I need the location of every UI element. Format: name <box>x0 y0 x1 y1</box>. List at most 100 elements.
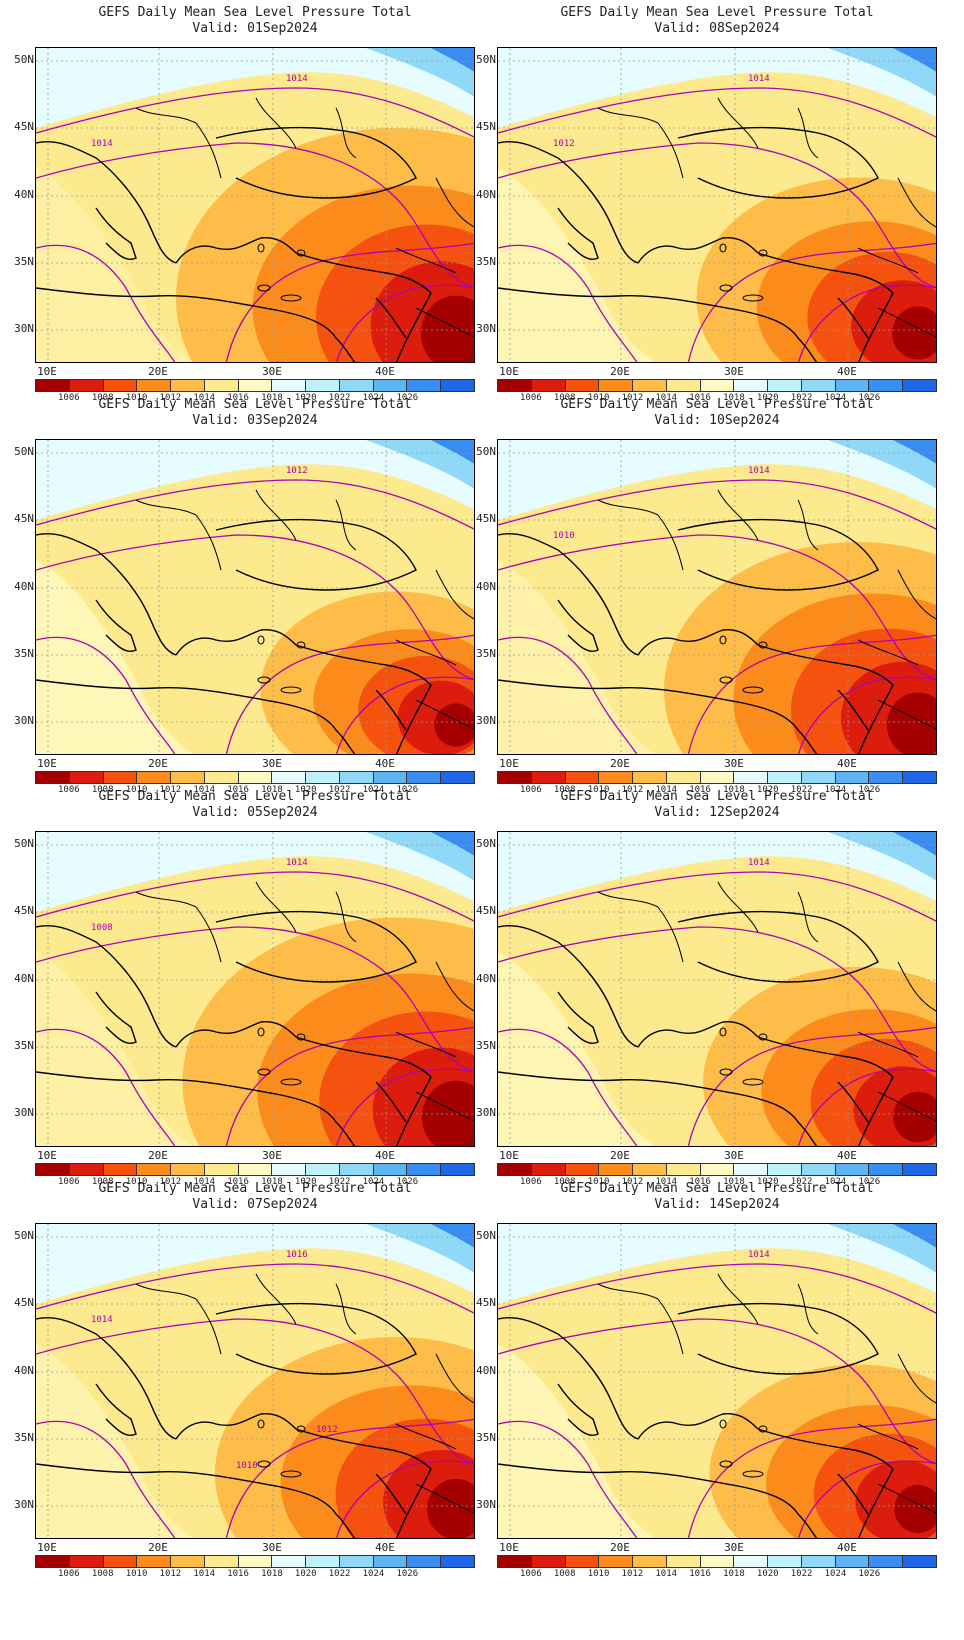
country-border <box>335 1283 357 1335</box>
coastline <box>36 1463 356 1538</box>
coastline <box>837 1473 869 1515</box>
latitude-label: 50N <box>476 445 496 458</box>
colorbar <box>35 379 475 392</box>
longitude-label: 30E <box>724 365 744 378</box>
colorbar-swatch <box>137 1556 172 1567</box>
country-border <box>435 1353 474 1404</box>
longitude-label: 30E <box>262 1541 282 1554</box>
colorbar-swatch <box>407 380 442 391</box>
latitude-label: 30N <box>476 1498 496 1511</box>
colorbar-label: 1022 <box>790 1177 813 1187</box>
colorbar-label: 1010 <box>125 1177 148 1187</box>
colorbar-label: 1020 <box>756 785 779 795</box>
isobar-contour <box>687 634 936 754</box>
colorbar-label: 1018 <box>723 1569 745 1579</box>
colorbar-swatch <box>734 380 769 391</box>
coastline <box>95 599 137 652</box>
isobar-contour <box>36 534 474 680</box>
colorbar-swatch <box>734 1164 769 1175</box>
colorbar-label: 1014 <box>655 1177 678 1187</box>
country-border <box>335 107 357 159</box>
colorbar-label: 1020 <box>756 1177 779 1187</box>
longitude-label: 20E <box>148 365 168 378</box>
panel-title: GEFS Daily Mean Sea Level Pressure Total… <box>35 397 475 429</box>
coastline <box>677 910 879 983</box>
colorbar-label: 1006 <box>58 1569 80 1579</box>
colorbar-label: 1012 <box>159 1569 182 1579</box>
colorbar-label: 1022 <box>790 785 813 795</box>
pressure-map: 1016 1014 1012 1010 <box>35 1223 475 1539</box>
longitude-label: 40E <box>375 1541 395 1554</box>
isobar-contour <box>36 1318 474 1464</box>
colorbar-swatch <box>69 1556 104 1567</box>
colorbar-label: 1022 <box>790 393 813 403</box>
map-panel: GEFS Daily Mean Sea Level Pressure Total… <box>0 0 482 410</box>
colorbar-label: 1016 <box>227 1177 249 1187</box>
colorbar-label: 1014 <box>193 393 216 403</box>
high-pressure-zone-west <box>498 1344 655 1538</box>
colorbar-swatch <box>407 1556 442 1567</box>
latitude-label: 50N <box>476 53 496 66</box>
colorbar-swatch <box>835 380 870 391</box>
colorbar-swatch <box>903 1556 936 1567</box>
colorbar-swatch <box>869 1556 904 1567</box>
colorbar-swatch <box>306 380 340 391</box>
latitude-label: 40N <box>476 580 496 593</box>
pressure-map-svg: 1014 <box>498 832 936 1146</box>
coastline <box>175 1020 297 1048</box>
high-pressure-zone-west <box>36 952 193 1146</box>
colorbar-swatch <box>339 1556 374 1567</box>
colorbar-label: 1008 <box>553 393 576 403</box>
colorbar-label: 1010 <box>587 785 610 795</box>
colorbar-swatch <box>171 380 205 391</box>
colorbar-swatch <box>137 380 172 391</box>
isobar-contour <box>335 1460 474 1538</box>
longitude-label: 20E <box>610 365 630 378</box>
colorbar-swatch <box>441 772 474 783</box>
country-border <box>435 569 474 620</box>
coastline <box>677 518 879 591</box>
country-border <box>657 1298 684 1355</box>
island <box>257 284 271 292</box>
country-border <box>195 906 222 963</box>
latitude-label: 40N <box>14 1364 34 1377</box>
isobar-contour <box>498 1420 638 1538</box>
latitude-label: 50N <box>14 445 34 458</box>
isobar-contour <box>335 1068 474 1146</box>
colorbar-swatch <box>869 380 904 391</box>
high-pressure-zone-north <box>36 832 474 912</box>
colorbar-label: 1016 <box>227 785 249 795</box>
coastline <box>557 599 599 652</box>
colorbar-swatch <box>373 380 408 391</box>
isobar-contour <box>498 926 936 1072</box>
latitude-label: 45N <box>14 904 34 917</box>
colorbar-label: 1014 <box>193 1177 216 1187</box>
colorbar-label: 1008 <box>553 1569 576 1579</box>
country-border <box>435 177 474 228</box>
colorbar-label: 1012 <box>159 785 182 795</box>
panel-valid-date: Valid: 14Sep2024 <box>654 1197 780 1212</box>
island <box>280 1470 302 1478</box>
country-border <box>717 1273 759 1325</box>
country-border <box>415 307 474 338</box>
pressure-map: 1014 <box>497 1223 937 1539</box>
country-border <box>877 1091 936 1122</box>
country-border <box>255 489 297 541</box>
longitude-label: 40E <box>837 1541 857 1554</box>
panel-valid-date: Valid: 12Sep2024 <box>654 805 780 820</box>
colorbar-swatch <box>734 772 769 783</box>
country-border <box>255 881 297 933</box>
isobar-contour <box>498 479 936 530</box>
latitude-label: 30N <box>14 714 34 727</box>
colorbar-swatch <box>498 1556 532 1567</box>
longitude-label: 10E <box>499 365 519 378</box>
colorbar-label: 1010 <box>125 393 148 403</box>
island <box>719 635 727 645</box>
latitude-label: 35N <box>476 1039 496 1052</box>
longitude-label: 30E <box>724 757 744 770</box>
colorbar-swatch <box>666 772 701 783</box>
colorbar-swatch <box>599 380 634 391</box>
island <box>758 641 768 649</box>
latitude-label: 45N <box>14 1296 34 1309</box>
country-border <box>897 569 936 620</box>
